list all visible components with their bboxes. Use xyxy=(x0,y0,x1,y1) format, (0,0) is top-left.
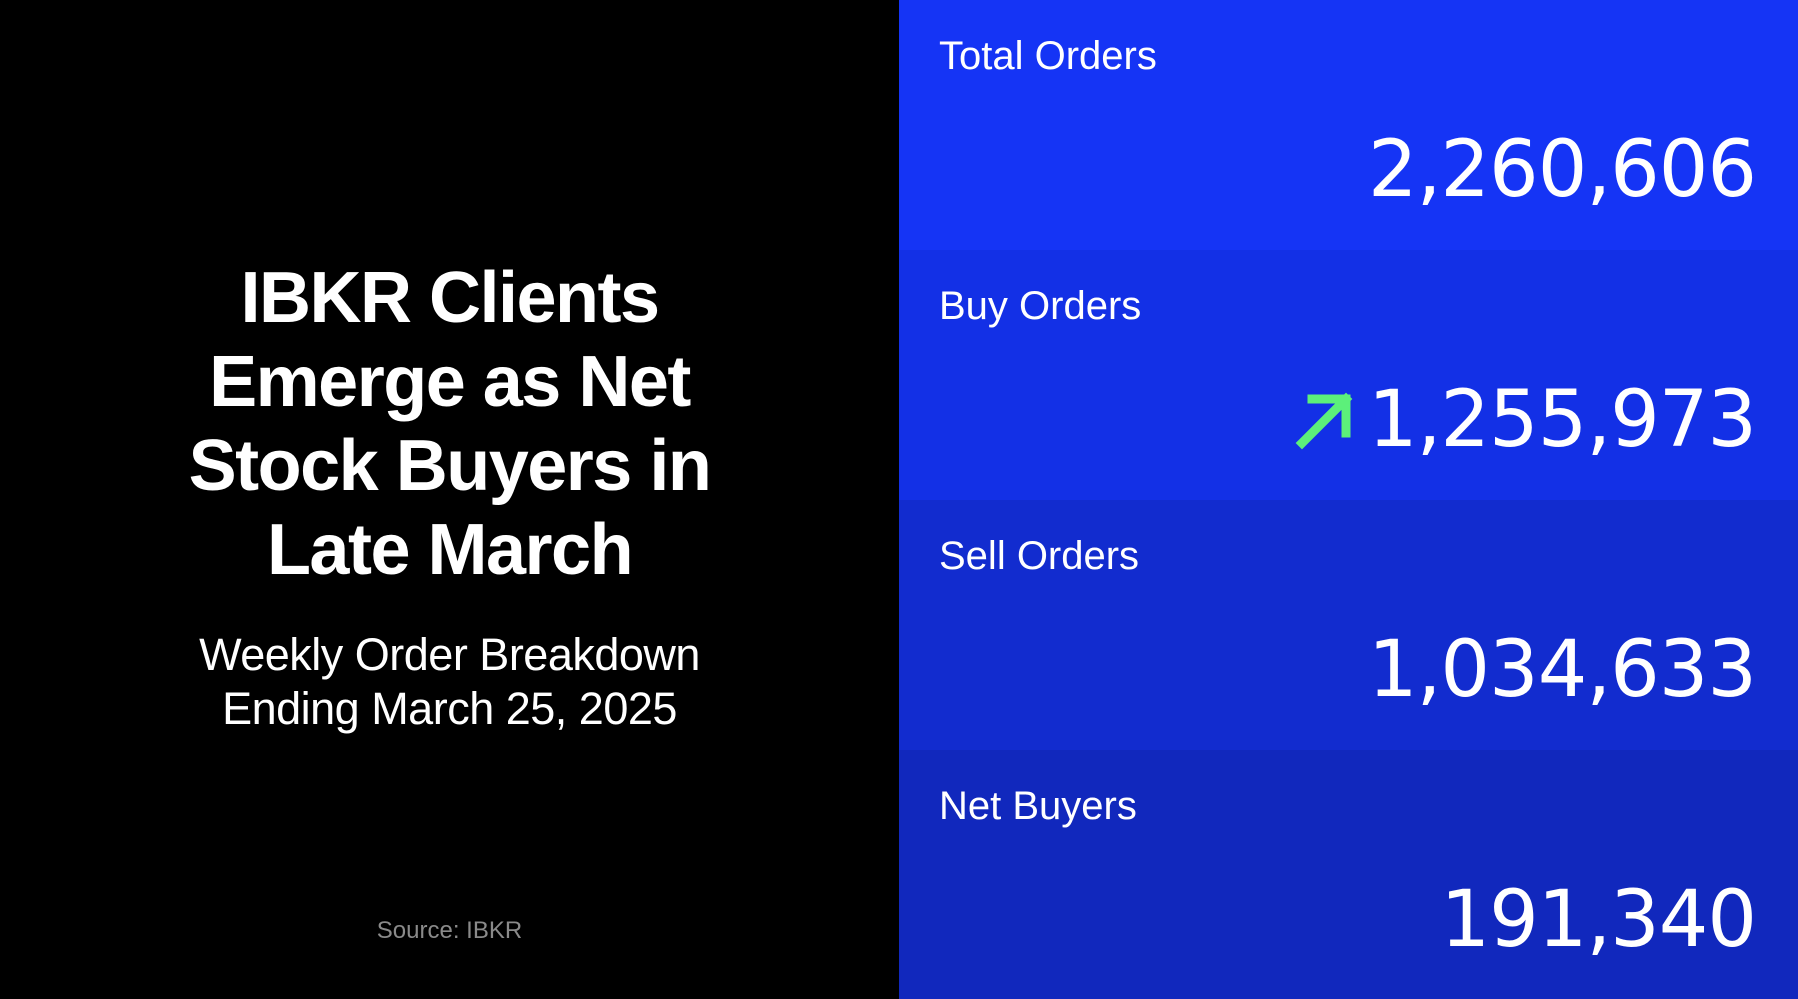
headline-line: IBKR Clients xyxy=(240,258,660,338)
subtitle-line: Weekly Order Breakdown xyxy=(199,629,700,680)
stats-panel: Total Orders 2,260,606 Buy Orders 1,255,… xyxy=(899,0,1798,999)
stat-label: Sell Orders xyxy=(939,534,1140,578)
stat-label: Buy Orders xyxy=(939,284,1142,328)
subtitle-line: Ending March 25, 2025 xyxy=(222,683,677,734)
stat-label: Total Orders xyxy=(939,34,1157,78)
headline: IBKR Clients Emerge as Net Stock Buyers … xyxy=(0,256,899,592)
headline-line: Stock Buyers in xyxy=(188,426,712,506)
source-note: Source: IBKR xyxy=(376,917,523,944)
stat-value: 1,034,633 xyxy=(1368,625,1757,715)
title-panel: IBKR Clients Emerge as Net Stock Buyers … xyxy=(0,256,899,944)
headline-line: Emerge as Net xyxy=(209,342,691,422)
stat-value-row: 1,255,973 xyxy=(1292,370,1757,470)
subtitle: Weekly Order Breakdown Ending March 25, … xyxy=(0,628,899,736)
stat-value-row: 191,340 xyxy=(1440,870,1757,970)
headline-line: Late March xyxy=(266,510,634,590)
stat-value: 191,340 xyxy=(1440,875,1757,965)
stat-value: 1,255,973 xyxy=(1368,375,1757,465)
arrow-up-right-icon xyxy=(1295,392,1353,450)
stat-card-net-buyers: Net Buyers 191,340 xyxy=(899,750,1798,999)
stat-value-row: 1,034,633 xyxy=(1368,620,1757,720)
stat-value-row: 2,260,606 xyxy=(1368,120,1757,220)
stat-card-total-orders: Total Orders 2,260,606 xyxy=(899,0,1798,250)
stat-value: 2,260,606 xyxy=(1368,125,1757,215)
stat-card-sell-orders: Sell Orders 1,034,633 xyxy=(899,500,1798,750)
stat-label: Net Buyers xyxy=(939,784,1137,828)
stat-card-buy-orders: Buy Orders 1,255,973 xyxy=(899,250,1798,500)
